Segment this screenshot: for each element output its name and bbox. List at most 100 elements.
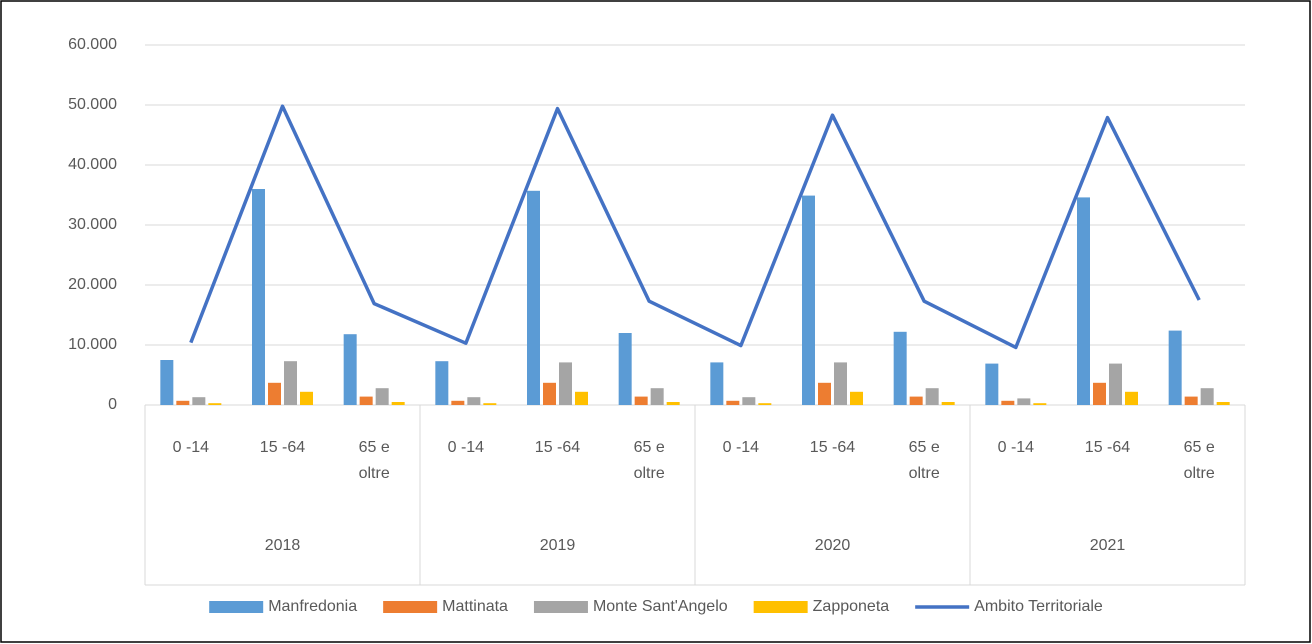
y-tick-label: 20.000 — [68, 276, 117, 293]
bar — [176, 400, 190, 405]
legend-item: Monte Sant'Angelo — [533, 598, 728, 615]
legend-label: Manfredonia — [268, 598, 357, 615]
legend-item: Ambito Territoriale — [915, 598, 1103, 615]
bar — [435, 361, 449, 405]
bar — [650, 388, 664, 405]
legend-item: Mattinata — [383, 598, 508, 615]
x-tick-label: 15 -64 — [1084, 439, 1131, 456]
legend-item: Zapponeta — [753, 598, 890, 615]
x-tick-label: 65 e oltre — [908, 439, 940, 482]
bar — [618, 333, 632, 405]
x-tick-label-box: 65 e oltre — [358, 439, 390, 482]
x-tick-label-box: 15 -64 — [1084, 439, 1131, 456]
bar — [1033, 403, 1047, 405]
bar — [300, 391, 313, 405]
bar — [1077, 197, 1090, 405]
bar — [543, 382, 556, 405]
bar — [1109, 363, 1122, 405]
bar — [208, 403, 222, 405]
bar — [710, 362, 724, 405]
y-tick-label: 0 — [108, 396, 117, 413]
bar — [666, 402, 680, 405]
bar — [850, 391, 863, 405]
legend-swatch — [753, 601, 808, 613]
bar — [252, 189, 265, 405]
x-tick-label-box: 0 -14 — [722, 439, 760, 456]
legend-label: Ambito Territoriale — [974, 598, 1103, 615]
legend-item: Manfredonia — [209, 598, 357, 615]
bar — [559, 362, 572, 405]
bar — [818, 382, 831, 405]
bar — [834, 362, 847, 405]
y-tick-label: 40.000 — [68, 156, 117, 173]
bar — [1125, 391, 1138, 405]
bar — [1184, 396, 1198, 405]
bar — [160, 360, 174, 405]
bar — [575, 391, 588, 405]
bar — [758, 403, 772, 405]
x-tick-label-box: 0 -14 — [447, 439, 485, 456]
bar — [726, 400, 740, 405]
group-label: 2018 — [265, 537, 301, 554]
x-tick-label: 65 e oltre — [1183, 439, 1215, 482]
x-tick-label-box: 65 e oltre — [908, 439, 940, 482]
x-tick-label: 65 e oltre — [633, 439, 665, 482]
group-label: 2020 — [815, 537, 851, 554]
y-tick-label: 50.000 — [68, 96, 117, 113]
legend-swatch — [209, 601, 264, 613]
y-tick-label: 10.000 — [68, 336, 117, 353]
bar — [192, 397, 206, 405]
bar — [893, 331, 907, 405]
x-tick-label-box: 0 -14 — [172, 439, 210, 456]
x-tick-label-box: 0 -14 — [997, 439, 1035, 456]
x-tick-label: 0 -14 — [722, 439, 760, 456]
legend-swatch — [383, 601, 438, 613]
x-tick-label: 15 -64 — [809, 439, 856, 456]
legend-label: Monte Sant'Angelo — [593, 598, 728, 615]
bar — [527, 190, 540, 405]
x-tick-label: 0 -14 — [997, 439, 1035, 456]
bar — [375, 388, 389, 405]
bar — [1168, 330, 1182, 405]
bar — [1200, 388, 1214, 405]
bar — [284, 361, 297, 405]
bar — [1017, 398, 1031, 405]
bar — [268, 382, 281, 405]
bar — [1093, 382, 1106, 405]
bar — [1216, 402, 1230, 405]
bar — [634, 396, 648, 405]
x-tick-label-box: 15 -64 — [809, 439, 856, 456]
bar — [1001, 400, 1015, 405]
bar — [941, 402, 955, 405]
x-tick-label-box: 65 e oltre — [633, 439, 665, 482]
y-tick-label: 30.000 — [68, 216, 117, 233]
x-tick-label-box: 15 -64 — [534, 439, 581, 456]
bar — [802, 195, 815, 405]
bar — [925, 388, 939, 405]
bar — [451, 400, 465, 405]
x-tick-label: 15 -64 — [259, 439, 306, 456]
x-tick-label: 65 e oltre — [358, 439, 390, 482]
legend-swatch — [533, 601, 588, 613]
bar — [359, 396, 373, 405]
bar — [343, 334, 357, 405]
bar — [909, 396, 923, 405]
line — [189, 104, 1201, 350]
y-tick-label: 60.000 — [68, 36, 117, 53]
bar — [985, 363, 999, 405]
legend-label: Zapponeta — [813, 598, 890, 615]
x-tick-label: 0 -14 — [447, 439, 485, 456]
x-tick-label: 0 -14 — [172, 439, 210, 456]
x-tick-label-box: 15 -64 — [259, 439, 306, 456]
group-label: 2019 — [540, 537, 576, 554]
bar — [467, 397, 481, 405]
x-tick-label: 15 -64 — [534, 439, 581, 456]
bar — [483, 403, 497, 405]
group-label: 2021 — [1090, 537, 1126, 554]
bar — [391, 402, 405, 405]
bar — [742, 397, 756, 405]
legend-label: Mattinata — [442, 598, 508, 615]
x-tick-label-box: 65 e oltre — [1183, 439, 1215, 482]
